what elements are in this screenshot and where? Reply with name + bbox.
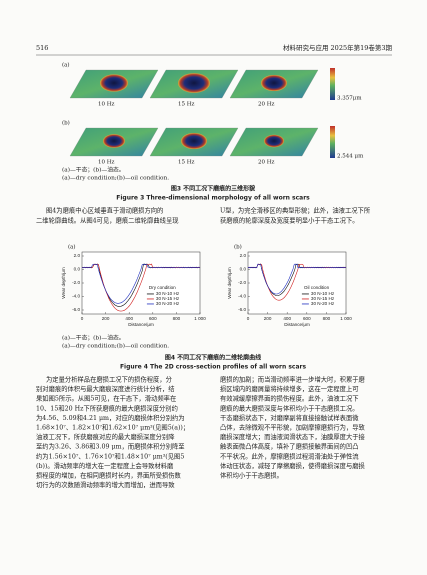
text: 800 <box>323 316 331 321</box>
wear-scar <box>261 74 287 92</box>
text: 体积均小于干态磨损。 <box>220 471 283 480</box>
text: (b) <box>234 244 242 251</box>
text: 2.0 <box>240 253 247 258</box>
text: 800 <box>173 316 181 321</box>
text: 有效减缓摩擦界面的损伤程度。此外，油液工况下 <box>220 394 359 403</box>
text: 3.357μm <box>337 96 362 102</box>
text: 凸体，去除微观不平形貌，加剧摩擦磨损行为，导致 <box>220 423 366 432</box>
text: 600 <box>149 316 157 321</box>
text: 0 <box>247 316 250 321</box>
text: Distance/μm <box>284 322 310 327</box>
text: 20 Hz <box>258 102 275 108</box>
color-bar <box>330 126 335 158</box>
text: 2.544 μm <box>337 154 364 160</box>
text: 不平状况。此外，摩擦磨损过程润滑油处于弹性流 <box>220 451 359 460</box>
text: 400 <box>283 316 291 321</box>
text: (a)—干态；(b)—油态。 <box>62 334 125 342</box>
text: (a) <box>62 62 70 69</box>
text: (a) <box>68 244 76 251</box>
text: -6.0 <box>238 307 246 312</box>
page-number: 516 <box>36 44 48 52</box>
text: U型，为完全滑移区的典型形貌；此外，油液工况下所 <box>220 206 371 215</box>
text: 20 Hz <box>258 160 275 166</box>
text: 2.0 <box>74 253 81 258</box>
text: 10、15和20 Hz下所获磨痕的最大磨损深度分别约 <box>36 403 178 412</box>
text: 1 000 <box>194 316 206 321</box>
text: Dry condition <box>149 285 176 290</box>
text: 30 N-20 Hz <box>311 301 335 306</box>
text: Oil condition <box>304 285 330 290</box>
text: 30 N-15 Hz <box>156 296 180 301</box>
text: 为定量分析样品在磨损工况下的损伤程度，分 <box>46 375 173 384</box>
plot-frame <box>247 251 347 315</box>
text: 损区域内的磨屑量将持续增多，这在一定程度上可 <box>220 384 359 393</box>
profile-curve <box>81 263 201 304</box>
journal: 材料研究与应用 2025年第19卷第3期 <box>283 43 393 52</box>
text: 图3 不同工况下磨痕的三维形貌 <box>171 185 255 193</box>
text: (b))。滑动频率的增大在一定程度上会导致材料磨 <box>36 461 174 470</box>
text: Figure 4 The 2D cross-section profiles o… <box>120 364 307 371</box>
text: 0 <box>81 316 84 321</box>
wear-scar <box>178 73 210 93</box>
text: -4.0 <box>72 294 80 299</box>
text: 切行为的次数随滑动频率的增大而增加，进而导致 <box>36 480 175 489</box>
text: 二维轮廓曲线。从图4可见，磨痕二维轮廓曲线呈现 <box>36 216 179 225</box>
text: -2.0 <box>72 280 80 285</box>
text: 体动压状态，减轻了摩擦磨损，使得磨损深度与磨损 <box>220 461 366 470</box>
text: 200 <box>102 316 110 321</box>
text: 0.0 <box>240 267 247 272</box>
text: -4.0 <box>238 294 246 299</box>
text: 15 Hz <box>178 160 195 166</box>
text: 400 <box>125 316 133 321</box>
text: (a)—干态；(b)—油态。 <box>62 166 125 174</box>
text: 图4 不同工况下磨痕的二维轮廓曲线 <box>165 354 261 362</box>
text: (a)—dry condition;(b)—oil condition. <box>62 343 169 350</box>
text: 1.68×10⁷、1.82×10⁷和1.62×10⁷ μm³(见图5(a))； <box>36 423 189 432</box>
wear-scar <box>264 134 284 148</box>
text: 别对磨痕的体积与最大磨痕深度进行统计分析，结 <box>36 384 175 393</box>
text: 获磨痕的轮廓深度及宽度要明显小于干态工况下。 <box>220 216 359 225</box>
wear-scar <box>181 132 207 150</box>
text: 损程度的增加，在相同磨损时长内，界面所受损伤数 <box>36 471 182 480</box>
text: 图4为磨痕中心区域垂直于滑动磨损方向的 <box>46 206 163 215</box>
wear-scar <box>103 134 125 148</box>
text: (a)—dry condition;(b)—oil condition. <box>62 175 169 182</box>
profile-curve <box>247 263 347 295</box>
text: 1 000 <box>340 316 352 321</box>
text: 30 N-15 Hz <box>311 296 335 301</box>
text: Distance/μm <box>128 322 154 327</box>
wear-scar <box>100 74 128 92</box>
text: 磨损深度增大；而油液润滑状态下，油膜厚度大于接 <box>220 432 366 441</box>
text: 磨损的加剧；而当滑动频率进一步增大时，积累于磨 <box>220 375 366 384</box>
text: 果如图5所示。从图5可见，在干态下，滑动频率在 <box>36 394 176 403</box>
text: 10 Hz <box>98 102 115 108</box>
text: Wear depth/μm <box>227 267 232 299</box>
text: 至约为3.26、3.86和3.09 μm，而磨损体积分别降至 <box>36 442 185 451</box>
text: 15 Hz <box>178 102 195 108</box>
color-bar <box>330 68 335 100</box>
text: 600 <box>303 316 311 321</box>
text: 30 N-10 Hz <box>311 291 335 296</box>
text: (b) <box>62 120 70 127</box>
text: 约为1.56×10⁷、1.76×10⁷和1.48×10⁷ μm³(见图5 <box>36 451 184 460</box>
text: -6.0 <box>72 307 80 312</box>
text: 磨痕的最大磨损深度与体积均小于干态磨损工况。 <box>220 403 359 412</box>
text: 30 N-10 Hz <box>156 291 180 296</box>
text: -2.0 <box>238 280 246 285</box>
text: 为4.56、5.09和4.21 μm，对应的磨损体积分别约为 <box>36 413 185 422</box>
text: 200 <box>264 316 272 321</box>
text: 干态磨损状态下，对磨摩副将直接接触试样表面微 <box>220 413 359 422</box>
text: Wear depth/μm <box>61 267 66 299</box>
text: Figure 3 Three-dimensional morphology of… <box>116 195 310 202</box>
text: 触表面微凸体高度，填补了磨损接触界面间的凹凸 <box>220 442 359 451</box>
text: 油液工况下，所获磨痕对应的最大磨损深度分别降 <box>36 432 175 441</box>
text: 10 Hz <box>98 160 115 166</box>
text: 30 N-20 Hz <box>156 301 180 306</box>
text: 0.0 <box>74 267 81 272</box>
